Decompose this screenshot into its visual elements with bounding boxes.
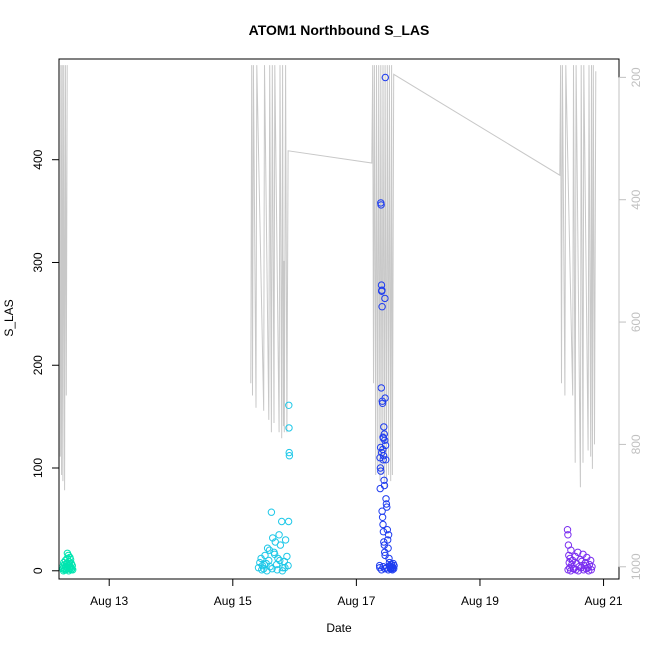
x-tick-label: Aug 17 (337, 594, 375, 608)
data-point (567, 546, 575, 554)
depth-line-segment-1 (250, 65, 597, 488)
y2-tick-label: 1000 (629, 553, 643, 580)
data-point (381, 394, 389, 402)
data-point (384, 531, 393, 539)
y-tick-label: 100 (31, 458, 45, 478)
data-point (265, 546, 274, 554)
y2-axis: 200 400 600 800 1000 (618, 67, 643, 580)
y2-tick-label: 800 (629, 434, 643, 454)
y2-tick-label: 200 (629, 67, 643, 87)
data-point (378, 286, 386, 294)
data-point (260, 560, 268, 569)
data-point (390, 565, 398, 573)
depth-line-layer (59, 65, 597, 491)
data-point (380, 538, 388, 546)
points-layer (59, 73, 596, 575)
data-point (378, 507, 386, 515)
data-point (283, 552, 291, 561)
data-point (268, 565, 276, 573)
data-point (379, 456, 387, 464)
data-point (66, 553, 74, 562)
data-point (68, 561, 77, 570)
depth-line-segment-0 (59, 65, 68, 491)
x-axis-label: Date (326, 621, 352, 635)
data-point (381, 294, 389, 303)
x-tick-label: Aug 13 (90, 594, 128, 608)
data-point (63, 549, 72, 557)
data-point (564, 531, 572, 539)
data-point (278, 517, 286, 526)
data-point (379, 452, 388, 460)
y-tick-label: 400 (31, 149, 45, 169)
data-point (285, 452, 294, 460)
y-tick-label: 0 (31, 567, 45, 574)
data-point (285, 424, 293, 432)
data-point (261, 551, 269, 560)
data-point (378, 303, 386, 311)
data-point (270, 550, 279, 558)
data-point (380, 481, 389, 490)
data-point (381, 441, 390, 450)
x-tick-label: Aug 19 (461, 594, 499, 608)
data-point (383, 526, 391, 534)
data-point (377, 467, 385, 475)
data-point (587, 566, 595, 574)
data-point (267, 508, 276, 516)
data-point (574, 548, 582, 556)
data-point (284, 517, 293, 526)
data-point (285, 448, 293, 457)
y2-tick-label: 600 (629, 312, 643, 332)
data-point (384, 536, 392, 544)
data-point (382, 500, 391, 508)
data-point (67, 566, 75, 574)
data-point (269, 534, 277, 542)
data-point (377, 384, 385, 392)
chart-title: ATOM1 Northbound S_LAS (249, 22, 430, 38)
data-point (377, 201, 385, 209)
data-point (275, 531, 283, 539)
data-point (378, 513, 387, 521)
y2-tick-label: 400 (629, 189, 643, 209)
data-point (380, 476, 388, 484)
data-point (379, 434, 388, 442)
data-point (379, 520, 387, 529)
data-point (582, 565, 590, 573)
data-point (563, 526, 572, 534)
data-point (376, 464, 385, 472)
data-point (381, 436, 389, 444)
data-point (281, 536, 290, 544)
data-point (376, 443, 385, 452)
data-point (382, 495, 390, 503)
data-point (285, 401, 293, 409)
data-point (383, 503, 391, 511)
data-point (263, 544, 272, 552)
data-point (380, 423, 388, 431)
data-point (276, 541, 285, 549)
data-point (276, 556, 284, 565)
x-tick-label: Aug 21 (585, 594, 623, 608)
data-point (384, 544, 392, 552)
x-tick-label: Aug 15 (214, 594, 252, 608)
data-point (385, 554, 393, 563)
y-tick-label: 300 (31, 252, 45, 272)
y-axis-label: S_LAS (2, 299, 16, 336)
data-point (381, 73, 389, 82)
data-point (390, 561, 398, 570)
data-point (273, 566, 281, 574)
data-point (376, 484, 384, 493)
data-point (382, 456, 390, 464)
y-tick-label: 200 (31, 355, 45, 375)
data-point (281, 564, 289, 572)
y-axis: 0 100 200 300 400 (31, 149, 59, 574)
x-axis: Aug 13 Aug 15 Aug 17 Aug 19 Aug 21 (90, 579, 623, 608)
plot-frame (58, 58, 620, 580)
